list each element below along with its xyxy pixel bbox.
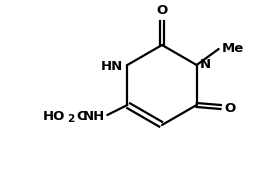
Text: O: O: [225, 102, 236, 115]
Text: HN: HN: [101, 59, 123, 73]
Text: HO: HO: [43, 110, 65, 123]
Text: C: C: [76, 110, 86, 123]
Text: 2: 2: [67, 114, 74, 124]
Text: Me: Me: [222, 42, 244, 54]
Text: NH: NH: [83, 110, 105, 123]
Text: O: O: [156, 4, 168, 17]
Text: N: N: [200, 57, 211, 70]
